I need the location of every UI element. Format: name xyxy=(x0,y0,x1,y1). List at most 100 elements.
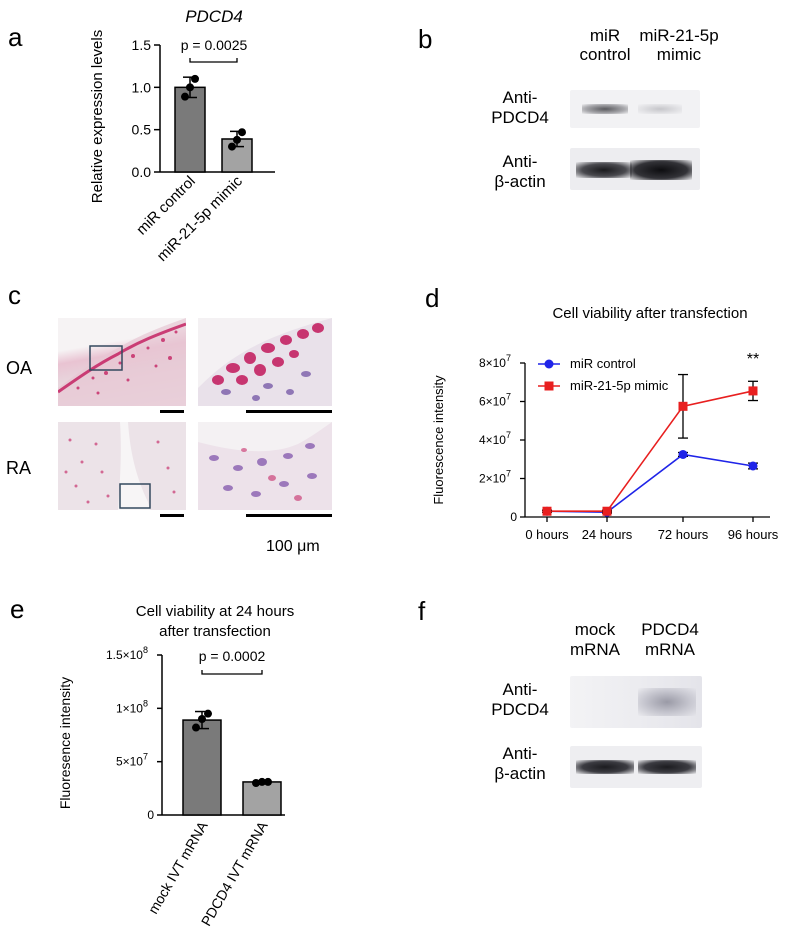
blot-f-row1-line2: PDCD4 xyxy=(491,700,549,719)
histology-ra-zoom-texture xyxy=(198,422,332,510)
chart-a-point-0-1 xyxy=(186,83,194,92)
chart-d-ytick-label-2: 4×107 xyxy=(479,430,511,447)
chart-d-xtick-label-2: 72 hours xyxy=(658,527,709,542)
chart-e-xtick-label-0: mock IVT mRNA xyxy=(145,818,211,917)
chart-d-point-1-0 xyxy=(542,506,552,516)
chart-d-ytick-label-4: 8×107 xyxy=(479,353,511,370)
chart-d-point-1-2 xyxy=(678,401,688,411)
blot-f-row1-line1: Anti- xyxy=(502,680,538,699)
chart-d-point-1-3 xyxy=(748,386,758,396)
chart-d-point-0-3 xyxy=(748,461,758,471)
blot-b-row1-line2: PDCD4 xyxy=(491,108,549,127)
blot-f-pdcd4-band-pdcd4 xyxy=(638,688,696,716)
histology-row-label-oa: OA xyxy=(6,358,33,378)
chart-e-point-1-1 xyxy=(258,777,266,786)
chart-a-point-1-0 xyxy=(228,142,236,151)
blot-b-lane2-label: miR-21-5p mimic xyxy=(624,26,734,64)
chart-a-pdcd4-expression: PDCD4 0.0 0.5 1.0 1.5 Relative expression lev… xyxy=(89,7,275,265)
chart-e-ylabel: Fluoresence intensity xyxy=(57,677,73,809)
panel-letter-f: f xyxy=(418,596,426,626)
histology-oa-overview-texture xyxy=(58,318,186,406)
blot-b-row2-line2: β-actin xyxy=(494,172,546,191)
chart-d-ylabel: Fluorescence intensity xyxy=(431,375,446,505)
blot-f-row2-label: Anti- β-actin xyxy=(480,744,560,784)
chart-e-bar-0 xyxy=(182,719,222,816)
blot-b-lane1-line2: control xyxy=(579,45,631,64)
chart-e-bar-1 xyxy=(242,781,282,816)
histology-ra-zoom-scalebar xyxy=(246,514,332,517)
histology-oa-zoom-texture xyxy=(198,318,332,401)
blot-b-actin-membrane xyxy=(570,148,700,190)
blot-f-row2-line2: β-actin xyxy=(494,764,546,783)
blot-f: mock mRNA PDCD4 mRNA Anti- PDCD4 Anti- β… xyxy=(480,610,740,810)
blot-b-lane2-line1: miR-21-5p xyxy=(639,26,719,45)
panel-letter-d: d xyxy=(425,283,440,313)
chart-a-ytick-label-3: 1.5 xyxy=(132,37,152,53)
panel-letter-a: a xyxy=(8,22,23,52)
chart-e-title-line-1: after transfection xyxy=(159,623,271,640)
chart-a-ytick-label-0: 0.0 xyxy=(132,164,152,180)
histology-oa-scalebar xyxy=(160,410,184,413)
blot-f-lane2-line2: mRNA xyxy=(644,640,696,659)
histology-c: OA RA xyxy=(0,300,400,570)
chart-e-point-1-0 xyxy=(252,779,260,787)
chart-a-xtick-label-1: miR-21-5p mimic xyxy=(154,172,247,265)
panel-letter-e: e xyxy=(10,594,25,624)
chart-e-ytick-label-2: 1×108 xyxy=(116,698,148,715)
chart-e-title-line-0: Cell viability at 24 hours xyxy=(136,603,294,620)
blot-f-lane1-line1: mock xyxy=(574,620,616,639)
blot-f-lane2-label: PDCD4 mRNA xyxy=(630,620,710,660)
chart-d-point-1-1 xyxy=(602,506,612,516)
histology-oa-zoom xyxy=(198,318,332,406)
chart-e-ytick-label-1: 5×107 xyxy=(116,752,148,769)
chart-d-legend-marker-0 xyxy=(544,359,554,369)
blot-f-actin-membrane xyxy=(570,746,702,788)
blot-f-row1-label: Anti- PDCD4 xyxy=(480,680,560,720)
chart-e-point-0-1 xyxy=(198,715,206,723)
blot-b-pdcd4-band-control xyxy=(582,104,628,114)
chart-e-xtick-label-1: PDCD4 IVT mRNA xyxy=(198,818,271,929)
chart-a-point-1-2 xyxy=(238,128,246,137)
chart-a-sig-label: p = 0.0025 xyxy=(181,37,248,53)
chart-d-legend-label-0: miR control xyxy=(570,356,636,371)
blot-b-lane2-line2: mimic xyxy=(656,45,702,64)
blot-f-lane1-label: mock mRNA xyxy=(560,620,630,660)
histology-oa-overview xyxy=(58,318,186,406)
chart-d-ytick-label-3: 6×107 xyxy=(479,392,511,409)
blot-b-actin-band-control xyxy=(576,162,632,178)
histology-scale-label: 100 μm xyxy=(266,538,320,555)
chart-a-point-0-2 xyxy=(191,74,199,83)
blot-b-lane1-label: miR control xyxy=(570,26,640,64)
chart-e-ytick-label-0: 0 xyxy=(147,808,154,822)
chart-d-legend-label-1: miR-21-5p mimic xyxy=(570,378,669,393)
chart-d-xtick-label-0: 0 hours xyxy=(525,527,569,542)
blot-b-row1-line1: Anti- xyxy=(502,88,538,107)
chart-d-xtick-label-3: 96 hours xyxy=(728,527,779,542)
chart-e-point-0-2 xyxy=(204,709,212,718)
chart-e-ytick-label-3: 1.5×108 xyxy=(106,645,148,662)
blot-f-row2-line1: Anti- xyxy=(502,744,538,763)
blot-b-pdcd4-band-mimic xyxy=(638,104,682,114)
blot-f-pdcd4-membrane xyxy=(570,676,702,728)
panel-letter-b: b xyxy=(418,24,433,54)
chart-e-point-1-2 xyxy=(264,777,272,786)
panel-letter-c: c xyxy=(8,280,21,310)
chart-d-point-0-2 xyxy=(678,449,688,459)
blot-b-row2-label: Anti- β-actin xyxy=(480,152,560,192)
chart-d-cell-viability: Cell viability after transfection 0 2×107 4… xyxy=(431,305,779,542)
chart-d-series-line-0 xyxy=(546,453,754,513)
chart-a-ytick-label-1: 0.5 xyxy=(132,122,152,138)
histology-ra-overview xyxy=(58,422,186,510)
chart-d-ytick-label-1: 2×107 xyxy=(479,469,511,486)
histology-oa-zoom-scalebar xyxy=(246,410,332,413)
histology-ra-overview-texture xyxy=(64,422,176,510)
blot-b-lane1-line1: miR xyxy=(589,26,621,45)
histology-row-label-ra: RA xyxy=(6,458,32,478)
blot-f-lane2-line1: PDCD4 xyxy=(641,620,699,639)
chart-d-ytick-label-0: 0 xyxy=(510,510,517,524)
blot-b-pdcd4-membrane xyxy=(570,90,700,128)
chart-d-annotation: ** xyxy=(747,351,759,368)
chart-a-bar-0 xyxy=(174,86,206,173)
chart-d-title: Cell viability after transfection xyxy=(552,305,747,322)
histology-ra-zoom xyxy=(198,422,332,510)
